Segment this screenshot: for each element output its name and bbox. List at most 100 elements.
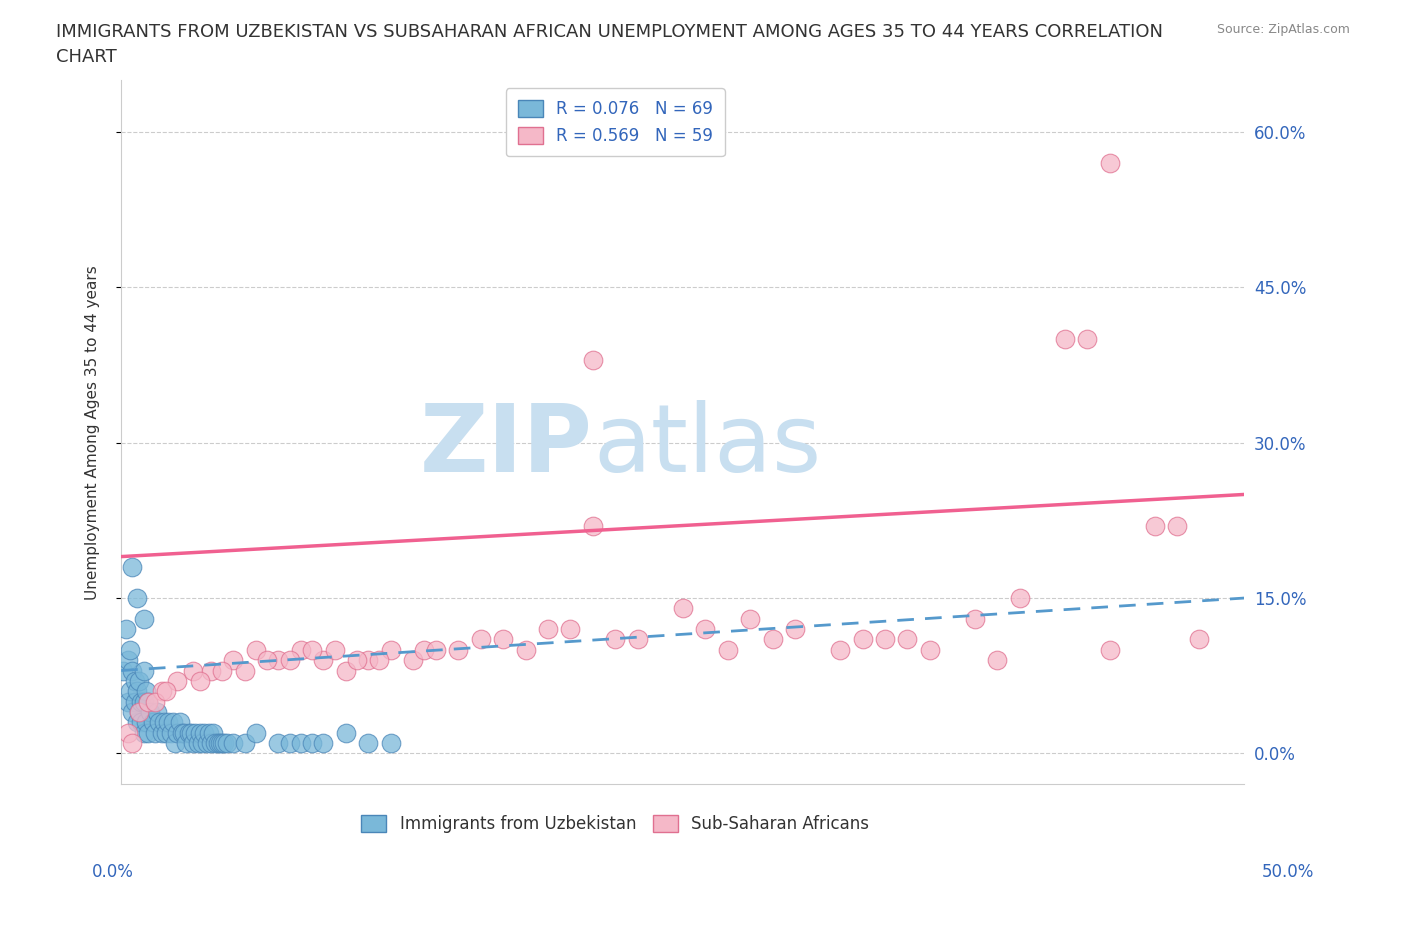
Point <box>155 725 177 740</box>
Point <box>267 736 290 751</box>
Point <box>117 725 139 740</box>
Point <box>605 632 627 647</box>
Point <box>121 736 143 751</box>
Point <box>672 601 695 616</box>
Point <box>166 725 188 740</box>
Point <box>627 632 650 647</box>
Point <box>267 653 290 668</box>
Text: IMMIGRANTS FROM UZBEKISTAN VS SUBSAHARAN AFRICAN UNEMPLOYMENT AMONG AGES 35 TO 4: IMMIGRANTS FROM UZBEKISTAN VS SUBSAHARAN… <box>56 23 1163 41</box>
Point <box>873 632 896 647</box>
Point <box>896 632 918 647</box>
Point <box>117 694 139 709</box>
Point <box>136 725 159 740</box>
Point <box>128 705 150 720</box>
Point <box>202 725 225 740</box>
Point <box>222 653 245 668</box>
Point <box>112 663 135 678</box>
Point <box>335 725 357 740</box>
Point <box>136 694 159 709</box>
Point <box>121 560 143 575</box>
Point <box>131 694 153 709</box>
Point <box>180 725 202 740</box>
Point <box>828 643 851 658</box>
Point <box>174 736 197 751</box>
Point <box>1098 155 1121 170</box>
Point <box>157 715 180 730</box>
Point <box>1188 632 1211 647</box>
Point <box>963 611 986 626</box>
Point <box>1053 332 1076 347</box>
Point <box>1143 518 1166 533</box>
Point <box>128 705 150 720</box>
Point <box>222 736 245 751</box>
Point <box>470 632 492 647</box>
Point <box>256 653 278 668</box>
Point <box>402 653 425 668</box>
Point <box>132 725 155 740</box>
Point <box>357 736 380 751</box>
Point <box>1166 518 1188 533</box>
Point <box>233 736 256 751</box>
Point <box>1098 643 1121 658</box>
Point <box>695 621 717 636</box>
Point <box>125 591 148 605</box>
Point <box>117 653 139 668</box>
Point <box>132 663 155 678</box>
Point <box>125 715 148 730</box>
Point <box>211 736 233 751</box>
Y-axis label: Unemployment Among Ages 35 to 44 years: Unemployment Among Ages 35 to 44 years <box>86 265 100 600</box>
Point <box>918 643 941 658</box>
Point <box>135 684 157 698</box>
Text: atlas: atlas <box>593 401 821 492</box>
Text: CHART: CHART <box>56 48 117 66</box>
Point <box>121 705 143 720</box>
Point <box>195 736 218 751</box>
Point <box>290 736 312 751</box>
Point <box>986 653 1008 668</box>
Point <box>1076 332 1098 347</box>
Point <box>425 643 447 658</box>
Point <box>740 611 762 626</box>
Point <box>153 715 176 730</box>
Point <box>207 736 229 751</box>
Point <box>200 736 222 751</box>
Point <box>197 725 219 740</box>
Point <box>148 715 170 730</box>
Point <box>166 673 188 688</box>
Point <box>290 643 312 658</box>
Point <box>1008 591 1031 605</box>
Point <box>184 725 207 740</box>
Point <box>335 663 357 678</box>
Point <box>515 643 537 658</box>
Point <box>186 736 208 751</box>
Text: ZIP: ZIP <box>420 401 593 492</box>
Point <box>181 736 204 751</box>
Point <box>169 715 191 730</box>
Point <box>120 684 142 698</box>
Point <box>245 643 267 658</box>
Point <box>173 725 195 740</box>
Point <box>380 736 402 751</box>
Point <box>162 715 184 730</box>
Text: 50.0%: 50.0% <box>1263 863 1315 882</box>
Point <box>124 673 146 688</box>
Point <box>301 643 323 658</box>
Text: 0.0%: 0.0% <box>91 863 134 882</box>
Point <box>170 725 193 740</box>
Point <box>323 643 346 658</box>
Point <box>128 673 150 688</box>
Point <box>214 736 236 751</box>
Point <box>120 643 142 658</box>
Point <box>131 715 153 730</box>
Point <box>143 694 166 709</box>
Point <box>537 621 560 636</box>
Point <box>193 725 215 740</box>
Point <box>142 715 165 730</box>
Point <box>165 736 187 751</box>
Point <box>380 643 402 658</box>
Point <box>132 611 155 626</box>
Point <box>301 736 323 751</box>
Point <box>135 715 157 730</box>
Point <box>159 725 181 740</box>
Point <box>146 705 169 720</box>
